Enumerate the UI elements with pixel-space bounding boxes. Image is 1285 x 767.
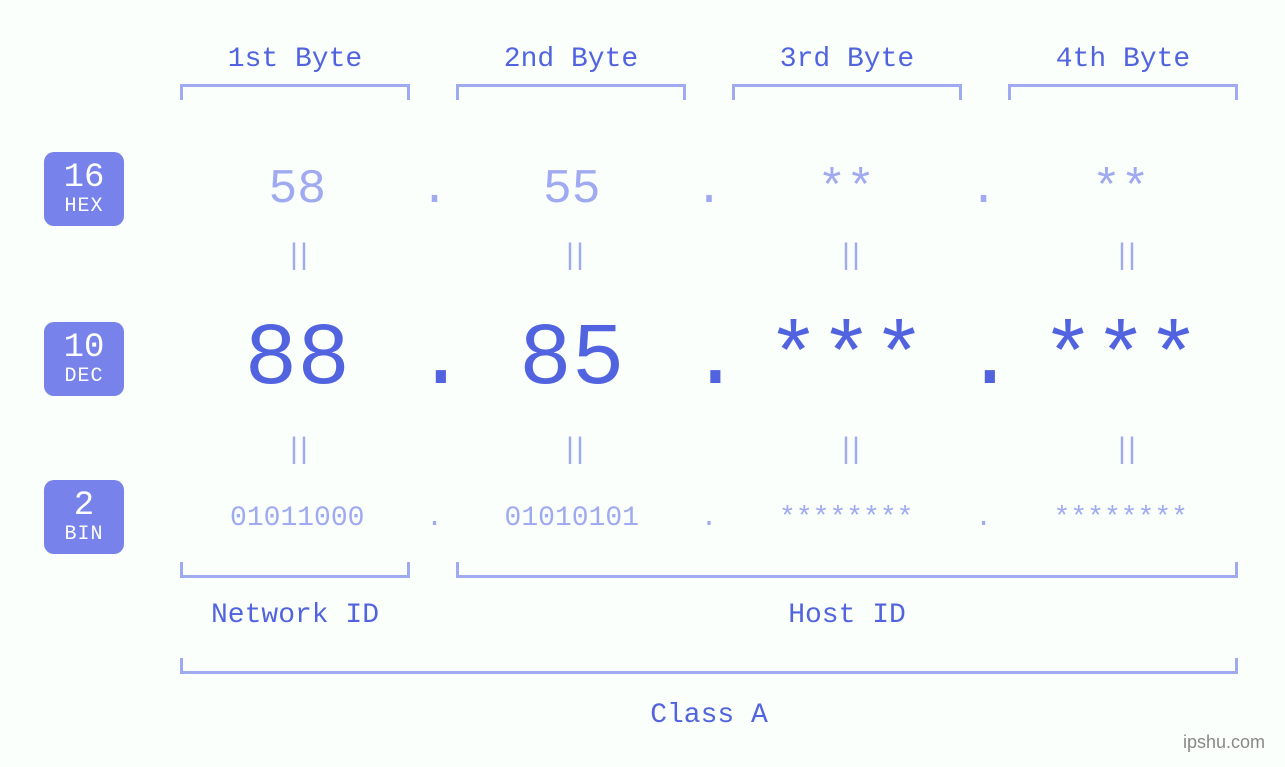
byte-header-3: 3rd Byte <box>732 44 962 75</box>
equals-hex-dec-1: || <box>180 240 410 274</box>
dec-badge: 10 DEC <box>44 322 124 396</box>
dec-dot-3: . <box>964 311 1004 410</box>
dec-byte-4: *** <box>1004 311 1239 410</box>
bin-badge-number: 2 <box>74 489 94 525</box>
byte-header-4: 4th Byte <box>1008 44 1238 75</box>
hex-byte-4: ** <box>1004 163 1239 217</box>
equals-dec-bin-4: || <box>1008 434 1238 468</box>
bin-badge: 2 BIN <box>44 480 124 554</box>
dec-dot-2: . <box>689 311 729 410</box>
host-id-label: Host ID <box>456 600 1238 631</box>
hex-byte-3: ** <box>729 163 964 217</box>
byte-header-1: 1st Byte <box>180 44 410 75</box>
top-bracket-4 <box>1008 84 1238 100</box>
bin-dot-1: . <box>415 503 455 534</box>
hex-row: 58 . 55 . ** . ** <box>180 155 1238 225</box>
hex-byte-2: 55 <box>455 163 690 217</box>
top-bracket-1 <box>180 84 410 100</box>
watermark: ipshu.com <box>1183 732 1265 753</box>
hex-badge-label: HEX <box>64 196 103 217</box>
equals-dec-bin-1: || <box>180 434 410 468</box>
dec-row: 88 . 85 . *** . *** <box>180 300 1238 420</box>
byte-header-2: 2nd Byte <box>456 44 686 75</box>
host-id-bracket <box>456 562 1238 578</box>
top-bracket-2 <box>456 84 686 100</box>
dec-byte-3: *** <box>729 311 964 410</box>
bin-badge-label: BIN <box>64 524 103 545</box>
bin-byte-1: 01011000 <box>180 503 415 534</box>
equals-dec-bin-2: || <box>456 434 686 468</box>
dec-dot-1: . <box>415 311 455 410</box>
bin-dot-3: . <box>964 503 1004 534</box>
hex-dot-3: . <box>964 163 1004 217</box>
equals-hex-dec-2: || <box>456 240 686 274</box>
equals-dec-bin-3: || <box>732 434 962 468</box>
bin-byte-4: ******** <box>1004 503 1239 534</box>
hex-byte-1: 58 <box>180 163 415 217</box>
hex-badge-number: 16 <box>64 161 105 197</box>
hex-dot-1: . <box>415 163 455 217</box>
bin-row: 01011000 . 01010101 . ******** . *******… <box>180 498 1238 538</box>
hex-dot-2: . <box>689 163 729 217</box>
network-id-label: Network ID <box>180 600 410 631</box>
dec-byte-1: 88 <box>180 311 415 410</box>
dec-byte-2: 85 <box>455 311 690 410</box>
bin-byte-3: ******** <box>729 503 964 534</box>
class-bracket <box>180 658 1238 674</box>
dec-badge-label: DEC <box>64 366 103 387</box>
equals-hex-dec-4: || <box>1008 240 1238 274</box>
bin-dot-2: . <box>689 503 729 534</box>
network-id-bracket <box>180 562 410 578</box>
dec-badge-number: 10 <box>64 331 105 367</box>
top-bracket-3 <box>732 84 962 100</box>
class-label: Class A <box>180 700 1238 731</box>
equals-hex-dec-3: || <box>732 240 962 274</box>
bin-byte-2: 01010101 <box>455 503 690 534</box>
hex-badge: 16 HEX <box>44 152 124 226</box>
